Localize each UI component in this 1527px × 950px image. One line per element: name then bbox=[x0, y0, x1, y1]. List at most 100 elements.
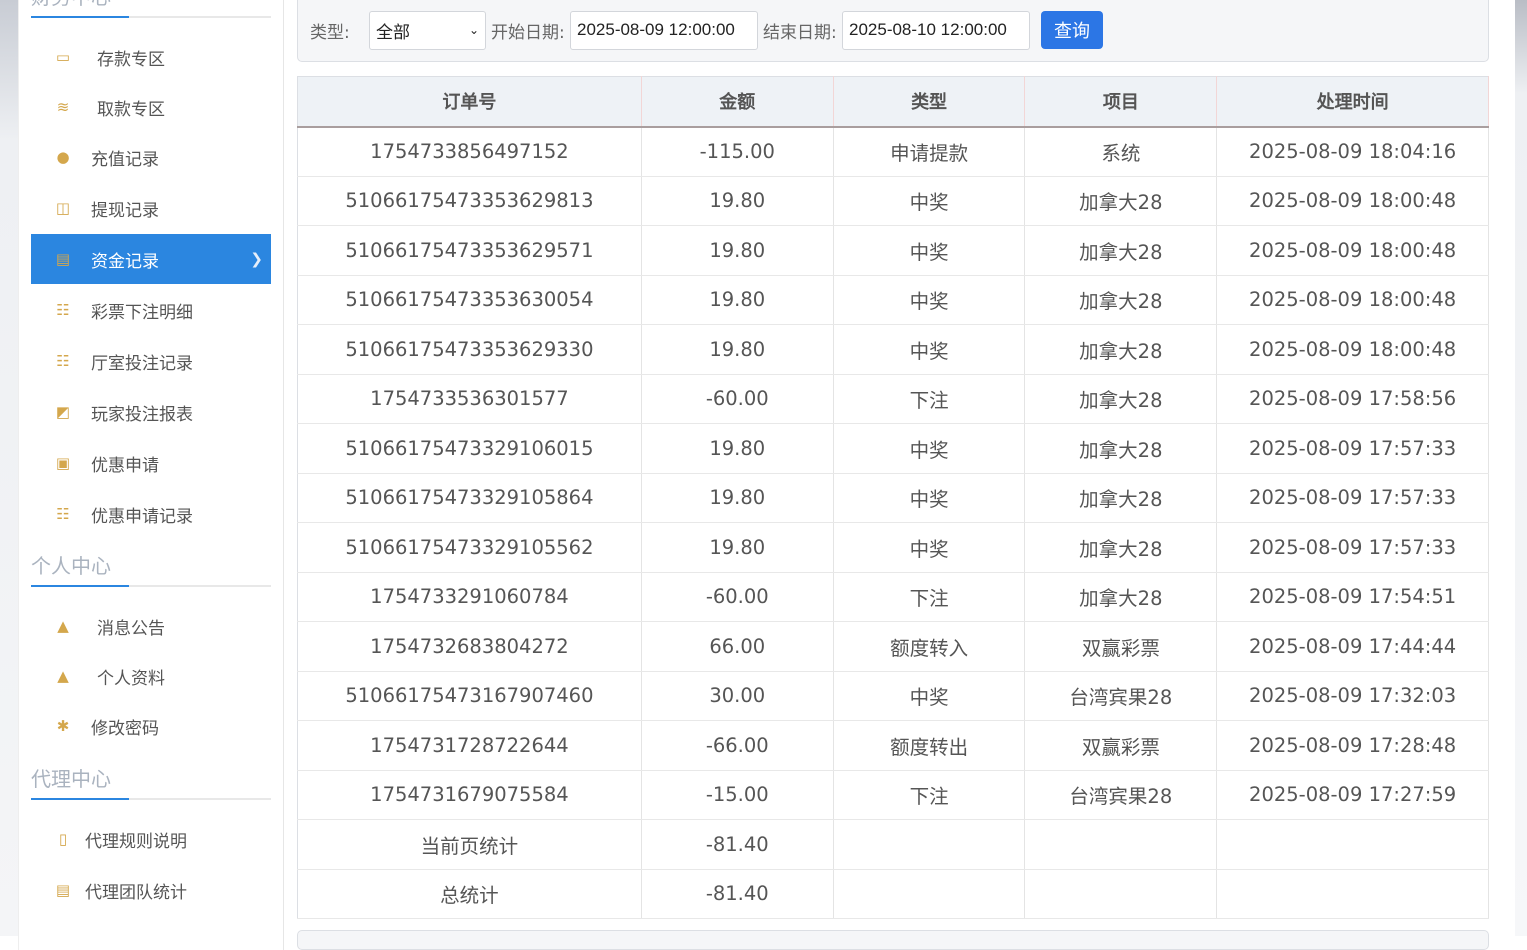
table-cell bbox=[1024, 819, 1218, 870]
column-header[interactable]: 类型 bbox=[833, 76, 1026, 128]
bell-icon: ▲ bbox=[57, 617, 69, 635]
table-row: 51066175473353629330 19.80 中奖 加拿大28 2025-08-… bbox=[297, 324, 1489, 375]
table-cell: 51066175473329105562 bbox=[297, 522, 642, 573]
query-button[interactable]: 查询 bbox=[1041, 11, 1103, 49]
table-cell: 51066175473353629571 bbox=[297, 225, 642, 276]
gear-icon: ✱ bbox=[56, 717, 70, 735]
table-cell: 中奖 bbox=[833, 522, 1026, 573]
table-cell: 中奖 bbox=[833, 423, 1026, 474]
gift-icon: ▣ bbox=[55, 454, 71, 472]
table-cell: -15.00 bbox=[641, 770, 834, 820]
sidebar-item-label: 资金记录 bbox=[91, 251, 159, 272]
column-header[interactable]: 项目 bbox=[1024, 76, 1218, 128]
table-row: 51066175473329105562 19.80 中奖 加拿大28 2025-08-… bbox=[297, 522, 1489, 573]
table-cell: 中奖 bbox=[833, 671, 1026, 721]
sidebar-item-label: 充值记录 bbox=[91, 149, 159, 170]
table-cell: 2025-08-09 18:00:48 bbox=[1216, 225, 1489, 276]
table-row: 1754733856497152 -115.00 申请提款 系统 2025-08-09 … bbox=[297, 126, 1489, 177]
table-cell: 51066175473353630054 bbox=[297, 275, 642, 325]
end-date-label: 结束日期: bbox=[763, 22, 837, 43]
table-cell: 2025-08-09 18:00:48 bbox=[1216, 176, 1489, 226]
table-cell: 中奖 bbox=[833, 176, 1026, 226]
sidebar-item[interactable]: ☷ 彩票下注明细 bbox=[31, 285, 271, 335]
sidebar-item[interactable]: ≋ 取款专区 bbox=[31, 82, 271, 132]
chart-icon: ◩ bbox=[55, 403, 71, 421]
section-title: 个人中心 bbox=[31, 554, 111, 578]
deposit-card-icon: ▭ bbox=[55, 48, 71, 66]
table-header-row: 订单号 金额 类型 项目 处理时间 bbox=[297, 76, 1489, 128]
table-cell: 台湾宾果28 bbox=[1024, 671, 1218, 721]
sidebar-item-label: 个人资料 bbox=[97, 668, 165, 689]
table-row: 1754733291060784 -60.00 下注 加拿大28 2025-08-09 … bbox=[297, 572, 1489, 622]
column-header[interactable]: 金额 bbox=[641, 76, 834, 128]
table-cell: 申请提款 bbox=[833, 126, 1026, 177]
summary-row: 当前页统计 -81.40 bbox=[297, 819, 1489, 870]
table-cell: 加拿大28 bbox=[1024, 275, 1218, 325]
fund-records-table: 订单号 金额 类型 项目 处理时间 1754733856497152 -115.00 申请提… bbox=[297, 76, 1489, 919]
sidebar-item[interactable]: ▤ 代理团队统计 bbox=[31, 865, 271, 915]
table-cell: 19.80 bbox=[641, 225, 834, 276]
section-underline bbox=[31, 585, 129, 587]
start-date-input[interactable]: 2025-08-09 12:00:00 bbox=[570, 10, 758, 50]
table-cell: 2025-08-09 17:57:33 bbox=[1216, 423, 1489, 474]
sidebar-item[interactable]: ✱ 修改密码 bbox=[31, 701, 271, 751]
table-row: 51066175473353629813 19.80 中奖 加拿大28 2025-08-… bbox=[297, 176, 1489, 226]
table-cell: 2025-08-09 17:27:59 bbox=[1216, 770, 1489, 820]
table-cell: -81.40 bbox=[641, 869, 834, 919]
table-cell: 2025-08-09 17:44:44 bbox=[1216, 621, 1489, 672]
table-cell: 2025-08-09 18:00:48 bbox=[1216, 275, 1489, 325]
chevron-right-icon: ❯ bbox=[250, 250, 263, 268]
table-cell: 66.00 bbox=[641, 621, 834, 672]
sidebar-item[interactable]: ● 充值记录 bbox=[31, 132, 271, 182]
table-cell: 中奖 bbox=[833, 324, 1026, 375]
sidebar-item[interactable]: ▲ 消息公告 bbox=[31, 601, 271, 651]
sidebar: 财务中心 ▭ 存款专区 ≋ 取款专区 ● 充值记录 ◫ 提现记录 ▤ 资金记录 ❯ ☷ 彩票下注明细 ☷ 厅室… bbox=[18, 0, 284, 950]
table-cell bbox=[833, 869, 1026, 919]
table-cell: 2025-08-09 17:54:51 bbox=[1216, 572, 1489, 622]
table-row: 51066175473329105864 19.80 中奖 加拿大28 2025-08-… bbox=[297, 473, 1489, 523]
table-cell: 51066175473353629330 bbox=[297, 324, 642, 375]
section-underline bbox=[31, 798, 129, 800]
user-icon: ▲ bbox=[57, 667, 69, 685]
sidebar-item-label: 存款专区 bbox=[97, 49, 165, 70]
sidebar-item[interactable]: ▣ 优惠申请 bbox=[31, 438, 271, 488]
type-select[interactable]: 全部 ⌄ bbox=[369, 10, 486, 50]
table-cell: 1754731679075584 bbox=[297, 770, 642, 820]
sidebar-item[interactable]: ◩ 玩家投注报表 bbox=[31, 387, 271, 437]
column-header[interactable]: 处理时间 bbox=[1216, 76, 1489, 128]
table-row: 1754733536301577 -60.00 下注 加拿大28 2025-08-09 … bbox=[297, 374, 1489, 424]
end-date-input[interactable]: 2025-08-10 12:00:00 bbox=[842, 10, 1030, 50]
table-cell: 中奖 bbox=[833, 275, 1026, 325]
table-cell: 中奖 bbox=[833, 473, 1026, 523]
type-select-value: 全部 bbox=[376, 22, 410, 42]
sidebar-item[interactable]: ▤ 资金记录 ❯ bbox=[31, 234, 271, 284]
table-cell: 19.80 bbox=[641, 275, 834, 325]
table-cell: 加拿大28 bbox=[1024, 423, 1218, 474]
sidebar-item[interactable]: ▲ 个人资料 bbox=[31, 651, 271, 701]
background-left bbox=[0, 0, 18, 936]
table-cell bbox=[1216, 819, 1489, 870]
table-cell: 2025-08-09 17:32:03 bbox=[1216, 671, 1489, 721]
table-cell: 2025-08-09 18:04:16 bbox=[1216, 126, 1489, 177]
list-icon: ☷ bbox=[56, 352, 70, 370]
table-cell: 下注 bbox=[833, 572, 1026, 622]
start-date-label: 开始日期: bbox=[491, 22, 565, 43]
table-cell: 当前页统计 bbox=[297, 819, 642, 870]
filter-bar: 类型: 全部 ⌄ 开始日期: 2025-08-09 12:00:00 结束日期: … bbox=[297, 0, 1489, 62]
table-cell: 总统计 bbox=[297, 869, 642, 919]
sidebar-item-label: 提现记录 bbox=[91, 200, 159, 221]
table-cell: 51066175473329105864 bbox=[297, 473, 642, 523]
sidebar-item[interactable]: ◫ 提现记录 bbox=[31, 183, 271, 233]
column-header[interactable]: 订单号 bbox=[297, 76, 642, 128]
table-cell: 30.00 bbox=[641, 671, 834, 721]
table-cell bbox=[833, 819, 1026, 870]
sidebar-item[interactable]: ▯ 代理规则说明 bbox=[31, 814, 271, 864]
table-cell: 51066175473167907460 bbox=[297, 671, 642, 721]
table-cell: 19.80 bbox=[641, 473, 834, 523]
table-cell: 双赢彩票 bbox=[1024, 720, 1218, 771]
sidebar-item[interactable]: ▭ 存款专区 bbox=[31, 32, 271, 82]
table-row: 1754732683804272 66.00 额度转入 双赢彩票 2025-08-09 … bbox=[297, 621, 1489, 672]
sidebar-item-label: 彩票下注明细 bbox=[91, 302, 193, 323]
sidebar-item[interactable]: ☷ 厅室投注记录 bbox=[31, 336, 271, 386]
sidebar-item[interactable]: ☷ 优惠申请记录 bbox=[31, 489, 271, 539]
